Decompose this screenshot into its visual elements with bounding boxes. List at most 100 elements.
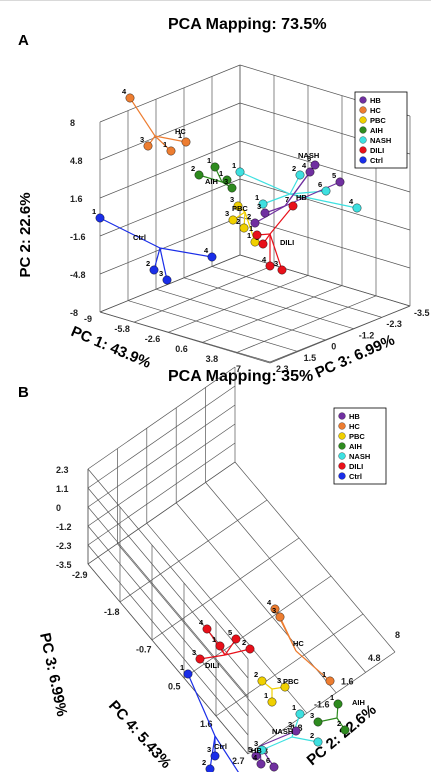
connector-ctrl <box>214 735 239 772</box>
group-label: NASH <box>298 151 319 160</box>
floor-grid-u <box>117 543 278 734</box>
floor-grid-u <box>234 461 396 653</box>
group-label: DILI <box>280 238 294 247</box>
point-hb <box>250 218 260 228</box>
legend-marker-ctrl <box>359 156 367 164</box>
y-tick-label: -3.5 <box>56 560 72 570</box>
point-dili <box>258 239 268 249</box>
point-label: 1 <box>247 231 251 240</box>
legend-marker-aih <box>359 126 367 134</box>
x-tick-label: -2.9 <box>72 570 88 580</box>
y-tick-label: 2.3 <box>56 465 69 475</box>
group-label: HC <box>175 127 186 136</box>
legend-marker-pbc <box>359 116 367 124</box>
legend-marker-nash <box>359 136 367 144</box>
left-wall-grid-v <box>99 64 241 123</box>
connector-nash <box>289 190 327 195</box>
point-label: 4 <box>122 87 127 96</box>
y-tick-label: -2.3 <box>56 541 72 551</box>
point-label: 5 <box>228 628 232 637</box>
x-tick-label: 7 <box>236 364 241 374</box>
point-ctrl <box>205 764 215 772</box>
point-nash <box>295 170 305 180</box>
z-tick-label: 1.6 <box>341 676 354 686</box>
legend-item-dili: DILI <box>349 462 363 471</box>
left-wall-grid-v <box>99 140 241 199</box>
point-label: 2 <box>242 638 246 647</box>
legend-item-hb: HB <box>370 96 381 105</box>
point-label: 3 <box>254 739 258 748</box>
connector-hb <box>259 730 297 747</box>
back-wall-grid-v <box>87 423 236 527</box>
point-aih <box>227 183 237 193</box>
point-ctrl <box>207 252 217 262</box>
connector-nash <box>289 193 358 209</box>
point-ctrl <box>95 213 105 223</box>
connector-nash <box>291 736 319 743</box>
group-label: DILI <box>205 661 219 670</box>
legend-item-hc: HC <box>370 106 381 115</box>
floor-grid-u <box>175 502 337 694</box>
point-label: 1 <box>255 193 259 202</box>
point-label: 1 <box>207 156 211 165</box>
point-dili <box>265 261 275 271</box>
group-label: NASH <box>272 727 293 736</box>
legend-item-ctrl: Ctrl <box>349 472 362 481</box>
back-wall-grid-v <box>87 366 236 470</box>
group-label: AIH <box>205 177 218 186</box>
point-label: 1 <box>178 131 182 140</box>
left-wall-grid-u <box>87 487 249 679</box>
back-wall-grid-v <box>87 404 236 508</box>
point-label: 4 <box>253 753 258 762</box>
connector-dili <box>269 233 283 271</box>
point-hb <box>260 208 270 218</box>
x-axis-label: PC 4: 5.43% <box>105 697 175 772</box>
panel-b: B PCA Mapping: 35% 2.3 1.1 0 -1.2 -2.3 -3.5 -2… <box>0 366 431 772</box>
y-axis-label: PC 3: 6.99% <box>36 631 70 718</box>
point-aih <box>340 725 350 735</box>
top-divider <box>0 0 431 1</box>
point-label: 3 <box>207 745 211 754</box>
frame-line <box>269 305 411 363</box>
panel-a-letter: A <box>18 32 29 49</box>
x-tick-label: -9 <box>84 314 92 324</box>
point-hb <box>269 762 279 772</box>
panel-b-plot: 2.3 1.1 0 -1.2 -2.3 -3.5-2.9 -1.8 -0.7 0.5 1.6 2.7… <box>36 366 400 772</box>
point-label: 4 <box>262 255 267 264</box>
legend-item-pbc: PBC <box>349 432 365 441</box>
floor-grid-u <box>205 482 366 673</box>
z-tick-label: 4.8 <box>368 653 381 663</box>
point-label: 3 <box>140 135 144 144</box>
floor-grid-u <box>127 300 299 352</box>
legend-item-aih: AIH <box>370 126 383 135</box>
y-axis-label: PC 2: 22.6% <box>17 192 34 277</box>
connector-hc <box>129 97 156 137</box>
group-label: HC <box>293 639 304 648</box>
point-hc <box>181 137 191 147</box>
y-tick-label: -1.2 <box>56 522 72 532</box>
point-label: 3 <box>277 676 281 685</box>
x-tick-label: -1.8 <box>104 607 120 617</box>
data-layer: 4311211312641654323213743511234 <box>92 87 362 285</box>
back-wall-grid-v <box>87 385 236 489</box>
x-tick-label: 3.8 <box>206 354 219 364</box>
point-hc <box>143 141 153 151</box>
legend-item-dili: DILI <box>370 146 384 155</box>
y-tick-label: 8 <box>70 118 75 128</box>
group-label: Ctrl <box>133 233 146 242</box>
y-tick-label: 0 <box>56 503 61 513</box>
point-hb <box>291 726 301 736</box>
point-ctrl <box>183 669 193 679</box>
legend-item-ctrl: Ctrl <box>370 156 383 165</box>
back-wall-grid-v <box>87 442 236 546</box>
point-label: 1 <box>180 663 184 672</box>
z-tick-label: 8 <box>395 630 400 640</box>
z-tick-label: -2.3 <box>386 319 402 329</box>
z-tick-label: 0 <box>331 342 336 352</box>
point-dili <box>245 644 255 654</box>
point-label: 2 <box>191 164 195 173</box>
point-nash <box>295 709 305 719</box>
y-tick-label: -8 <box>70 308 78 318</box>
point-label: 1 <box>232 161 236 170</box>
